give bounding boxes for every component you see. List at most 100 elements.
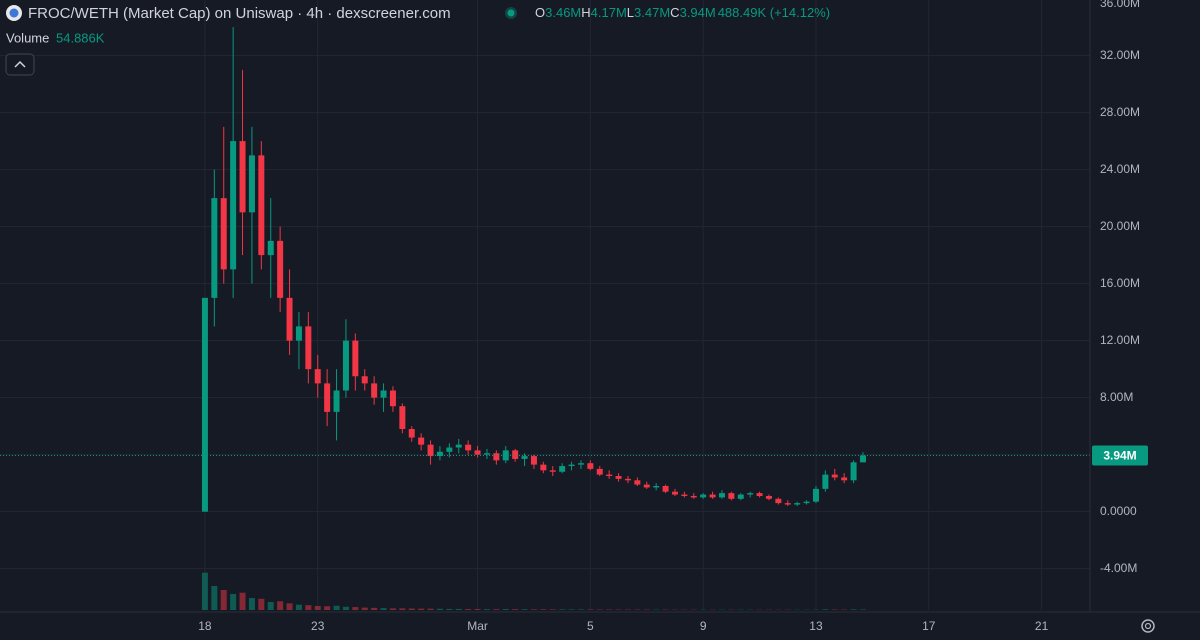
candle-body <box>521 456 528 459</box>
candle-body <box>747 493 754 495</box>
candle-body <box>408 428 415 438</box>
candle-body <box>352 340 359 377</box>
candle-body <box>427 444 434 457</box>
x-tick-label: 5 <box>587 619 594 633</box>
candle-body <box>455 444 462 448</box>
candle-body <box>239 141 246 213</box>
x-tick-label: 17 <box>922 619 936 633</box>
y-tick-label: 16.00M <box>1100 276 1140 290</box>
ohlc-label: H <box>581 5 590 20</box>
candle-body <box>361 376 368 384</box>
volume-bar <box>822 609 829 610</box>
ohlc-change: 488.49K (+14.12%) <box>718 5 830 20</box>
candle-body <box>277 240 284 298</box>
candle-body <box>389 390 396 407</box>
candle-body <box>709 494 716 498</box>
candle-body <box>662 486 669 492</box>
volume-bar <box>474 609 481 610</box>
volume-bar <box>587 609 594 610</box>
volume-bar <box>201 572 208 610</box>
volume-bar <box>455 608 462 610</box>
volume-bar <box>342 606 349 610</box>
candle-body <box>286 297 293 341</box>
candle-body <box>220 198 227 270</box>
chart-title: FROC/WETH (Market Cap) on Uniswap · 4h ·… <box>28 5 451 22</box>
candle-body <box>718 493 725 498</box>
volume-bar <box>493 609 500 610</box>
volume-bar <box>436 608 443 610</box>
ohlc-value: 4.17M <box>591 5 627 20</box>
y-tick-label: 32.00M <box>1100 48 1140 62</box>
plot <box>0 27 1090 610</box>
candle-body <box>765 495 772 499</box>
candle-body <box>446 447 453 452</box>
candle-body <box>690 495 697 498</box>
candle-body <box>850 462 857 481</box>
volume-bar <box>568 609 575 610</box>
candle-body <box>530 456 537 465</box>
x-tick-label: 13 <box>809 619 823 633</box>
volume-bar <box>577 609 584 610</box>
candle-body <box>559 466 566 472</box>
volume-bar <box>220 590 227 610</box>
candle-body <box>399 406 406 429</box>
candle-body <box>418 437 425 445</box>
axes: -4.00M0.00004.00M8.00M12.00M16.00M20.00M… <box>198 0 1148 633</box>
candle-body <box>230 141 237 270</box>
candle-body <box>248 155 255 213</box>
candle-body <box>775 498 782 504</box>
candle-body <box>615 476 622 479</box>
candle-body <box>671 491 678 495</box>
ohlc-value: 3.47M <box>634 5 670 20</box>
candle-body <box>502 450 509 461</box>
y-tick-label: 36.00M <box>1100 0 1140 10</box>
volume-bar <box>418 608 425 610</box>
volume-bar <box>267 602 274 610</box>
candle-body <box>737 494 744 499</box>
token-icon-inner <box>9 8 19 18</box>
candle-body <box>596 468 603 475</box>
candle-body <box>436 451 443 457</box>
candle-body <box>201 297 208 512</box>
ohlc-legend: O3.46MH4.17ML3.47MC3.94M 488.49K (+14.12%… <box>535 5 830 20</box>
candle-body <box>700 494 707 498</box>
candle-body <box>728 493 735 499</box>
price-label: 3.94M <box>1103 449 1136 463</box>
x-tick-label: 21 <box>1035 619 1049 633</box>
candle-body <box>784 503 791 505</box>
candle-body <box>342 340 349 391</box>
volume-bar <box>324 606 331 610</box>
candle-body <box>831 474 838 478</box>
volume-bar <box>248 598 255 610</box>
collapse-icon <box>14 60 26 68</box>
candle-body <box>577 463 584 465</box>
volume-bar <box>859 609 866 610</box>
status-dot <box>507 9 515 17</box>
candle-body <box>465 444 472 451</box>
collapse-button[interactable] <box>5 53 35 76</box>
volume-bar <box>305 605 312 610</box>
volume-bar <box>230 594 237 610</box>
volume-bar <box>408 608 415 610</box>
volume-bar <box>521 609 528 610</box>
candle-body <box>267 240 274 256</box>
volume-bar <box>549 609 556 610</box>
y-tick-label: 28.00M <box>1100 105 1140 119</box>
candle-body <box>314 369 321 384</box>
settings-icon-center <box>1144 622 1152 630</box>
candle-body <box>624 478 631 481</box>
ohlc-label: L <box>627 5 634 20</box>
candle-body <box>859 455 866 463</box>
candle-body <box>549 470 556 472</box>
candle-body <box>305 326 312 370</box>
volume-bar <box>361 607 368 610</box>
volume-bar <box>427 608 434 610</box>
candle-body <box>812 488 819 502</box>
settings-button[interactable] <box>1141 619 1155 633</box>
volume-bar <box>380 608 387 610</box>
settings-icon <box>1141 619 1155 633</box>
ohlc-value: 3.94M <box>680 5 716 20</box>
y-tick-label: 8.00M <box>1100 390 1133 404</box>
candle-body <box>568 464 575 467</box>
